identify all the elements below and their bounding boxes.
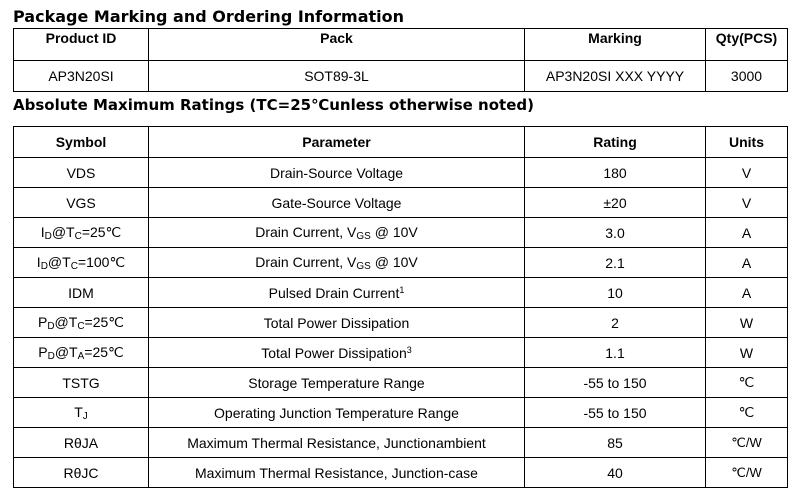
unit-cell: W bbox=[705, 307, 788, 338]
header-product-id: Product ID bbox=[13, 28, 149, 61]
unit-cell: ℃/W bbox=[705, 427, 788, 458]
symbol-cell: ID@TC=100℃ bbox=[13, 247, 149, 278]
rating-cell: 40 bbox=[524, 457, 706, 488]
unit-cell: V bbox=[705, 157, 788, 188]
rating-cell: 3.0 bbox=[524, 217, 706, 248]
parameter-cell: Maximum Thermal Resistance, Junction-cas… bbox=[148, 457, 525, 488]
table-row: ID@TC=25℃ Drain Current, VGS @ 10V 3.0 A bbox=[13, 217, 788, 248]
symbol-cell: RθJA bbox=[13, 427, 149, 458]
parameter-cell: Maximum Thermal Resistance, Junctionambi… bbox=[148, 427, 525, 458]
symbol-cell: TSTG bbox=[13, 367, 149, 398]
table-row: TSTG Storage Temperature Range -55 to 15… bbox=[13, 367, 788, 398]
table-header-row: Symbol Parameter Rating Units bbox=[13, 126, 788, 158]
unit-cell: A bbox=[705, 217, 788, 248]
max-ratings-table: Symbol Parameter Rating Units VDS Drain-… bbox=[13, 126, 788, 488]
max-ratings-title: Absolute Maximum Ratings (TC=25℃unless o… bbox=[13, 96, 534, 114]
table-row: IDM Pulsed Drain Current1 10 A bbox=[13, 277, 788, 308]
ordering-info-table: Product ID Pack Marking Qty(PCS) AP3N20S… bbox=[13, 28, 788, 92]
header-pack: Pack bbox=[148, 28, 525, 61]
header-marking: Marking bbox=[524, 28, 706, 61]
rating-cell: -55 to 150 bbox=[524, 397, 706, 428]
unit-cell: A bbox=[705, 247, 788, 278]
qty-cell: 3000 bbox=[705, 60, 788, 92]
table-row: PD@TC=25℃ Total Power Dissipation 2 W bbox=[13, 307, 788, 338]
rating-cell: 2.1 bbox=[524, 247, 706, 278]
pack-cell: SOT89-3L bbox=[148, 60, 525, 92]
symbol-cell: VDS bbox=[13, 157, 149, 188]
symbol-cell: IDM bbox=[13, 277, 149, 308]
parameter-cell: Drain-Source Voltage bbox=[148, 157, 525, 188]
parameter-cell: Total Power Dissipation bbox=[148, 307, 525, 338]
unit-cell: W bbox=[705, 337, 788, 368]
table-header-row: Product ID Pack Marking Qty(PCS) bbox=[13, 28, 788, 61]
header-symbol: Symbol bbox=[13, 126, 149, 158]
symbol-cell: ID@TC=25℃ bbox=[13, 217, 149, 248]
parameter-cell: Storage Temperature Range bbox=[148, 367, 525, 398]
rating-cell: 2 bbox=[524, 307, 706, 338]
table-row: VDS Drain-Source Voltage 180 V bbox=[13, 157, 788, 188]
header-units: Units bbox=[705, 126, 788, 158]
header-qty: Qty(PCS) bbox=[705, 28, 788, 61]
unit-cell: ℃ bbox=[705, 367, 788, 398]
symbol-cell: VGS bbox=[13, 187, 149, 218]
parameter-cell: Gate-Source Voltage bbox=[148, 187, 525, 218]
marking-cell: AP3N20SI XXX YYYY bbox=[524, 60, 706, 92]
table-row: PD@TA=25℃ Total Power Dissipation3 1.1 W bbox=[13, 337, 788, 368]
table-row: RθJA Maximum Thermal Resistance, Junctio… bbox=[13, 427, 788, 458]
parameter-cell: Drain Current, VGS @ 10V bbox=[148, 247, 525, 278]
unit-cell: V bbox=[705, 187, 788, 218]
table-row: TJ Operating Junction Temperature Range … bbox=[13, 397, 788, 428]
ordering-info-title: Package Marking and Ordering Information bbox=[13, 7, 405, 26]
unit-cell: A bbox=[705, 277, 788, 308]
table-row: VGS Gate-Source Voltage ±20 V bbox=[13, 187, 788, 218]
unit-cell: ℃ bbox=[705, 397, 788, 428]
table-row: RθJC Maximum Thermal Resistance, Junctio… bbox=[13, 457, 788, 488]
header-rating: Rating bbox=[524, 126, 706, 158]
symbol-cell: TJ bbox=[13, 397, 149, 428]
product-id-cell: AP3N20SI bbox=[13, 60, 149, 92]
unit-cell: ℃/W bbox=[705, 457, 788, 488]
rating-cell: ±20 bbox=[524, 187, 706, 218]
header-parameter: Parameter bbox=[148, 126, 525, 158]
rating-cell: 1.1 bbox=[524, 337, 706, 368]
parameter-cell: Pulsed Drain Current1 bbox=[148, 277, 525, 308]
parameter-cell: Drain Current, VGS @ 10V bbox=[148, 217, 525, 248]
table-row: ID@TC=100℃ Drain Current, VGS @ 10V 2.1 … bbox=[13, 247, 788, 278]
rating-cell: -55 to 150 bbox=[524, 367, 706, 398]
symbol-cell: RθJC bbox=[13, 457, 149, 488]
rating-cell: 10 bbox=[524, 277, 706, 308]
symbol-cell: PD@TC=25℃ bbox=[13, 307, 149, 338]
rating-cell: 180 bbox=[524, 157, 706, 188]
parameter-cell: Total Power Dissipation3 bbox=[148, 337, 525, 368]
rating-cell: 85 bbox=[524, 427, 706, 458]
table-row: AP3N20SI SOT89-3L AP3N20SI XXX YYYY 3000 bbox=[13, 60, 788, 92]
parameter-cell: Operating Junction Temperature Range bbox=[148, 397, 525, 428]
symbol-cell: PD@TA=25℃ bbox=[13, 337, 149, 368]
